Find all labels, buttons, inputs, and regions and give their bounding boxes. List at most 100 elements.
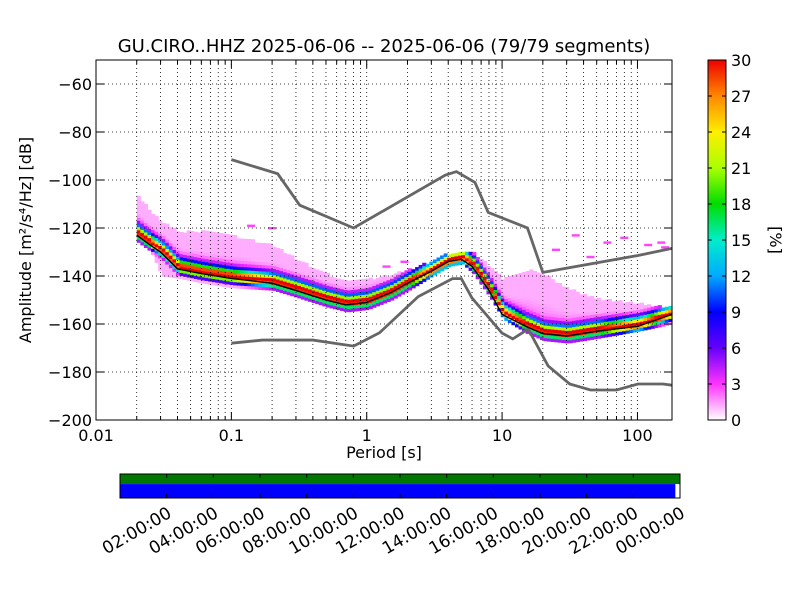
heatmap-cell	[611, 332, 616, 337]
heatmap-cell	[151, 235, 156, 240]
heatmap-cell	[236, 238, 241, 242]
heatmap-cell	[539, 333, 545, 337]
heatmap-cell	[568, 321, 573, 325]
heatmap-cell	[504, 301, 509, 306]
heatmap-cell	[625, 305, 630, 309]
heatmap-cell	[418, 280, 423, 285]
heatmap-cell	[639, 315, 645, 319]
heatmap-cell	[550, 304, 555, 308]
heatmap-cell	[586, 324, 591, 328]
heatmap-cell	[154, 234, 159, 239]
heatmap-cell	[340, 295, 345, 299]
heatmap-cell	[218, 254, 223, 259]
heatmap-cell	[183, 235, 188, 240]
heatmap-cell	[204, 271, 209, 275]
heatmap-cell	[386, 282, 391, 287]
heatmap-cell	[286, 282, 291, 286]
heatmap-cell	[636, 315, 641, 320]
heatmap-cell	[140, 207, 145, 212]
heatmap-cell	[293, 271, 298, 276]
heatmap-cell	[525, 305, 530, 309]
heatmap-cell	[268, 287, 273, 291]
heatmap-cell	[283, 290, 288, 295]
heatmap-cell	[572, 336, 577, 340]
heatmap-cell	[457, 261, 463, 266]
heatmap-cell	[504, 295, 509, 300]
heatmap-cell	[215, 244, 220, 249]
heatmap-cell	[611, 317, 616, 321]
heatmap-cell	[272, 284, 277, 288]
heatmap-cell	[582, 296, 587, 301]
heatmap-cell	[504, 279, 509, 284]
heatmap-cell	[522, 275, 527, 279]
heatmap-cell	[511, 296, 516, 301]
heatmap-cell	[229, 237, 234, 242]
heatmap-cell	[607, 305, 612, 309]
heatmap-cell	[500, 279, 505, 284]
heatmap-cell	[243, 270, 248, 274]
heatmap-cell	[568, 292, 573, 297]
heatmap-cell	[536, 272, 541, 277]
heatmap-cell	[347, 308, 352, 313]
heatmap-cell	[186, 270, 191, 275]
heatmap-cell	[579, 297, 584, 302]
heatmap-cell	[486, 269, 491, 273]
heatmap-cell	[514, 292, 520, 297]
heatmap-cell	[168, 249, 174, 253]
heatmap-cell	[529, 285, 534, 289]
heatmap-cell	[283, 281, 288, 285]
heatmap-cell	[511, 290, 516, 295]
x-tick-label: 100	[622, 426, 653, 445]
heatmap-cell	[161, 235, 166, 240]
heatmap-cell	[258, 283, 263, 287]
heatmap-cell	[375, 284, 380, 288]
heatmap-cell	[532, 295, 537, 300]
heatmap-cell	[315, 297, 320, 302]
heatmap-cell	[514, 314, 520, 319]
heatmap-cell	[407, 287, 413, 291]
heatmap-cell	[525, 299, 530, 303]
heatmap-cell	[639, 305, 645, 310]
heatmap-cell	[136, 226, 141, 231]
heatmap-cell	[240, 244, 245, 249]
heatmap-cell	[311, 268, 316, 272]
heatmap-cell	[611, 310, 616, 315]
heatmap-cell	[215, 269, 220, 274]
heatmap-cell	[382, 296, 388, 301]
heatmap-cell	[243, 276, 248, 280]
heatmap-cell	[193, 247, 199, 251]
heatmap-cell	[425, 266, 430, 271]
heatmap-cell	[240, 257, 245, 261]
heatmap-cell	[500, 282, 505, 287]
heatmap-cell	[447, 257, 452, 262]
heatmap-cell	[286, 263, 291, 268]
heatmap-cell	[190, 277, 195, 282]
heatmap-cell	[333, 296, 338, 300]
heatmap-cell	[536, 309, 541, 314]
heatmap-cell	[397, 293, 402, 297]
heatmap-cell	[422, 275, 427, 279]
heatmap-cell	[557, 304, 562, 309]
heatmap-cell	[564, 296, 570, 300]
heatmap-cell	[572, 289, 577, 293]
heatmap-cell	[365, 281, 370, 286]
heatmap-cell	[518, 310, 523, 314]
heatmap-cell	[222, 242, 227, 247]
heatmap-cell	[140, 216, 145, 221]
heatmap-cell	[143, 213, 149, 217]
heatmap-cell	[268, 255, 273, 260]
heatmap-cell	[568, 299, 573, 303]
heatmap-cell	[561, 302, 566, 306]
heatmap-cell	[375, 290, 380, 294]
heatmap-cell	[336, 291, 341, 295]
heatmap-cell	[497, 295, 502, 299]
heatmap-cell	[632, 316, 637, 320]
heatmap-cell	[350, 295, 356, 300]
heatmap-cell	[168, 233, 174, 238]
heatmap-cell	[525, 317, 530, 322]
heatmap-cell	[382, 290, 388, 295]
heatmap-cell	[397, 289, 402, 294]
heatmap-cell	[600, 312, 605, 317]
heatmap-cell	[415, 270, 420, 274]
heatmap-cell	[568, 302, 573, 306]
